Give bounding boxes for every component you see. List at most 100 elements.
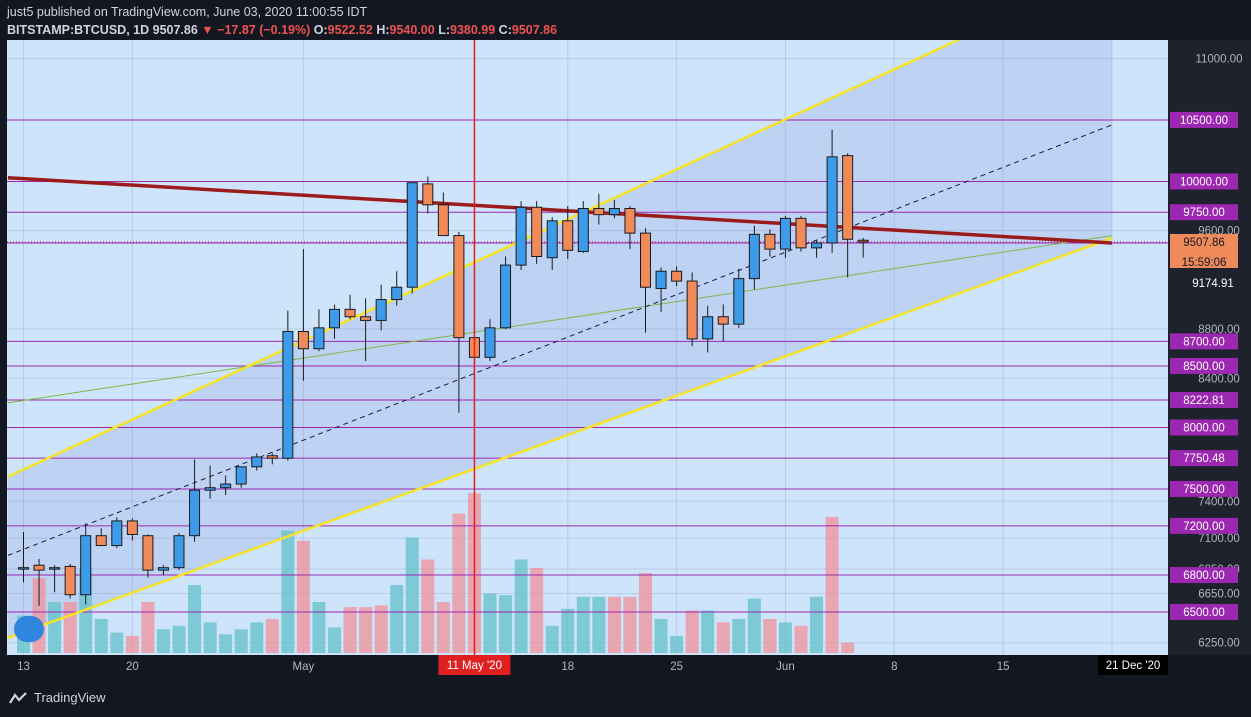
level-price-tag xyxy=(1170,357,1238,374)
candle-body xyxy=(562,220,574,251)
candle-body xyxy=(266,455,278,459)
time-axis-tick: 18 xyxy=(561,661,574,673)
candle-body xyxy=(64,565,76,596)
symbol-label[interactable]: BITSTAMP:BTCUSD, 1D xyxy=(7,23,150,37)
candle-body xyxy=(811,242,823,249)
candle-body xyxy=(282,331,294,459)
volume-bar xyxy=(514,559,528,653)
level-price-tag xyxy=(1170,517,1238,534)
marker-date-label: 11 May '20 xyxy=(447,660,502,672)
level-price-label: 8000.00 xyxy=(1183,422,1225,434)
level-price-label: 6800.00 xyxy=(1183,570,1225,582)
volume-bar xyxy=(312,602,326,653)
marker-date-tag xyxy=(438,655,511,675)
time-axis-tick: 8 xyxy=(891,661,897,673)
candle-body xyxy=(220,483,232,489)
volume-bar xyxy=(188,585,202,653)
volume-bar xyxy=(63,602,77,653)
candle-body xyxy=(126,520,138,535)
low-label: L: xyxy=(438,23,450,37)
crosshair-date-label: 21 Dec '20 xyxy=(1106,660,1161,672)
candle-body xyxy=(484,327,496,358)
level-price-tag xyxy=(1170,392,1238,409)
volume-bar xyxy=(825,517,839,653)
volume-bar xyxy=(607,596,621,653)
candle-body xyxy=(826,156,838,244)
chart-header: just5 published on TradingView.com, June… xyxy=(0,0,1251,40)
tradingview-brand[interactable]: TradingView xyxy=(8,690,106,705)
volume-bar xyxy=(265,619,279,653)
volume-bar xyxy=(483,593,497,653)
close-label: C: xyxy=(498,23,512,37)
volume-bar xyxy=(94,619,108,653)
candle-body xyxy=(655,270,667,289)
level-price-label: 10000.00 xyxy=(1180,176,1228,188)
level-price-tag xyxy=(1170,567,1238,584)
candle-body xyxy=(702,316,714,340)
level-price-tag xyxy=(1170,204,1238,221)
time-axis-background xyxy=(0,655,1251,680)
level-price-tag xyxy=(1170,333,1238,350)
volume-bar xyxy=(281,530,295,653)
fib-trend-line xyxy=(7,235,1113,404)
volume-bar xyxy=(654,619,668,653)
volume-bar xyxy=(219,634,233,653)
open-value: 9522.52 xyxy=(327,23,373,37)
level-price-tag xyxy=(1170,450,1238,467)
current-price-label: 9507.86 xyxy=(1183,237,1225,249)
candle-body xyxy=(857,239,869,243)
publish-line: just5 published on TradingView.com, June… xyxy=(7,5,368,19)
time-axis-tick: 25 xyxy=(670,661,683,673)
candle-body xyxy=(842,155,854,240)
level-price-label: 8700.00 xyxy=(1183,336,1225,348)
volume-bar xyxy=(390,585,404,653)
volume-bar xyxy=(405,537,419,653)
candle-body xyxy=(593,208,605,216)
time-axis-tick: 15 xyxy=(997,661,1010,673)
level-price-label: 8500.00 xyxy=(1183,361,1225,373)
level-price-label: 9750.00 xyxy=(1183,207,1225,219)
candle-body xyxy=(717,316,729,325)
ohlc-legend: BITSTAMP:BTCUSD, 1D 9507.86 ▼ −17.87 (−0… xyxy=(7,23,557,37)
candle-body xyxy=(189,489,201,537)
volume-bar xyxy=(701,610,715,653)
candle-body xyxy=(671,270,683,282)
candle-body xyxy=(779,217,791,250)
close-value: 9507.86 xyxy=(511,23,558,37)
tradingview-logo-icon xyxy=(9,691,27,704)
volume-bar xyxy=(670,636,684,653)
candle-body xyxy=(748,233,760,280)
price-axis-tick: 7100.00 xyxy=(1198,533,1240,545)
volume-bar xyxy=(141,602,155,653)
candle-body xyxy=(546,220,558,259)
candle-body xyxy=(204,487,216,491)
volume-bar xyxy=(125,636,139,653)
chart-canvas[interactable]: 11000.009600.008800.008400.007400.007100… xyxy=(0,0,1251,680)
volume-bar xyxy=(499,595,513,653)
price-axis-tick: 6650.00 xyxy=(1198,589,1240,601)
price-axis-tick: 11000.00 xyxy=(1195,53,1242,65)
volume-bar xyxy=(530,568,544,653)
volume-bar xyxy=(623,596,637,653)
level-price-tag xyxy=(1170,480,1238,497)
level-price-label: 6500.00 xyxy=(1183,607,1225,619)
volume-bar xyxy=(156,629,170,653)
time-axis-tick: Jun xyxy=(776,661,795,673)
level-price-label: 7200.00 xyxy=(1183,521,1225,533)
tv-watermark-icon xyxy=(14,616,44,642)
candle-body xyxy=(640,232,651,288)
candle-body xyxy=(251,456,263,468)
time-axis-tick: May xyxy=(293,661,315,673)
volume-bar xyxy=(421,559,435,653)
volume-bar xyxy=(778,622,792,653)
price-axis-label: 9174.91 xyxy=(1192,278,1234,290)
volume-bar xyxy=(452,513,466,653)
candle-body xyxy=(453,235,465,339)
last-price: 9507.86 xyxy=(152,23,198,37)
plot-background xyxy=(7,40,1168,655)
volume-bar xyxy=(561,608,575,653)
open-label: O: xyxy=(313,23,328,37)
volume-bar xyxy=(110,632,124,653)
volume-bar xyxy=(296,540,310,653)
candle-body xyxy=(608,208,620,216)
